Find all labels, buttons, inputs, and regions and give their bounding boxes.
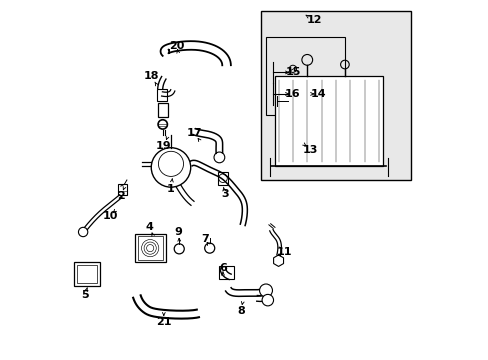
Bar (118, 184, 127, 195)
Bar (135, 234, 165, 262)
Text: 13: 13 (303, 144, 318, 154)
Text: 6: 6 (219, 263, 226, 273)
Text: 2: 2 (117, 191, 124, 201)
Circle shape (262, 294, 273, 306)
Circle shape (151, 148, 190, 187)
Text: 17: 17 (186, 129, 202, 138)
Text: 1: 1 (167, 184, 175, 194)
Text: 19: 19 (156, 141, 171, 151)
Text: 9: 9 (174, 227, 182, 237)
Text: 10: 10 (102, 211, 118, 221)
Bar (217, 172, 228, 185)
Text: 8: 8 (237, 306, 244, 316)
Bar (265, 37, 344, 116)
Text: 16: 16 (285, 89, 300, 99)
Bar (74, 262, 100, 286)
Bar (158, 103, 167, 117)
Bar (260, 12, 410, 180)
Bar (274, 76, 382, 166)
Text: 7: 7 (201, 234, 208, 244)
Text: 5: 5 (81, 290, 88, 300)
Text: 15: 15 (285, 67, 300, 77)
Bar (219, 266, 233, 279)
Text: 14: 14 (309, 89, 325, 99)
Text: 4: 4 (145, 222, 153, 231)
Text: 18: 18 (143, 71, 159, 81)
Text: 11: 11 (276, 247, 291, 257)
Text: 21: 21 (156, 317, 171, 327)
Bar (137, 236, 163, 260)
Bar (156, 89, 167, 101)
Text: 20: 20 (168, 41, 183, 50)
Bar (77, 265, 97, 283)
Circle shape (259, 284, 272, 297)
Text: 3: 3 (221, 189, 228, 199)
Text: 12: 12 (306, 15, 322, 26)
